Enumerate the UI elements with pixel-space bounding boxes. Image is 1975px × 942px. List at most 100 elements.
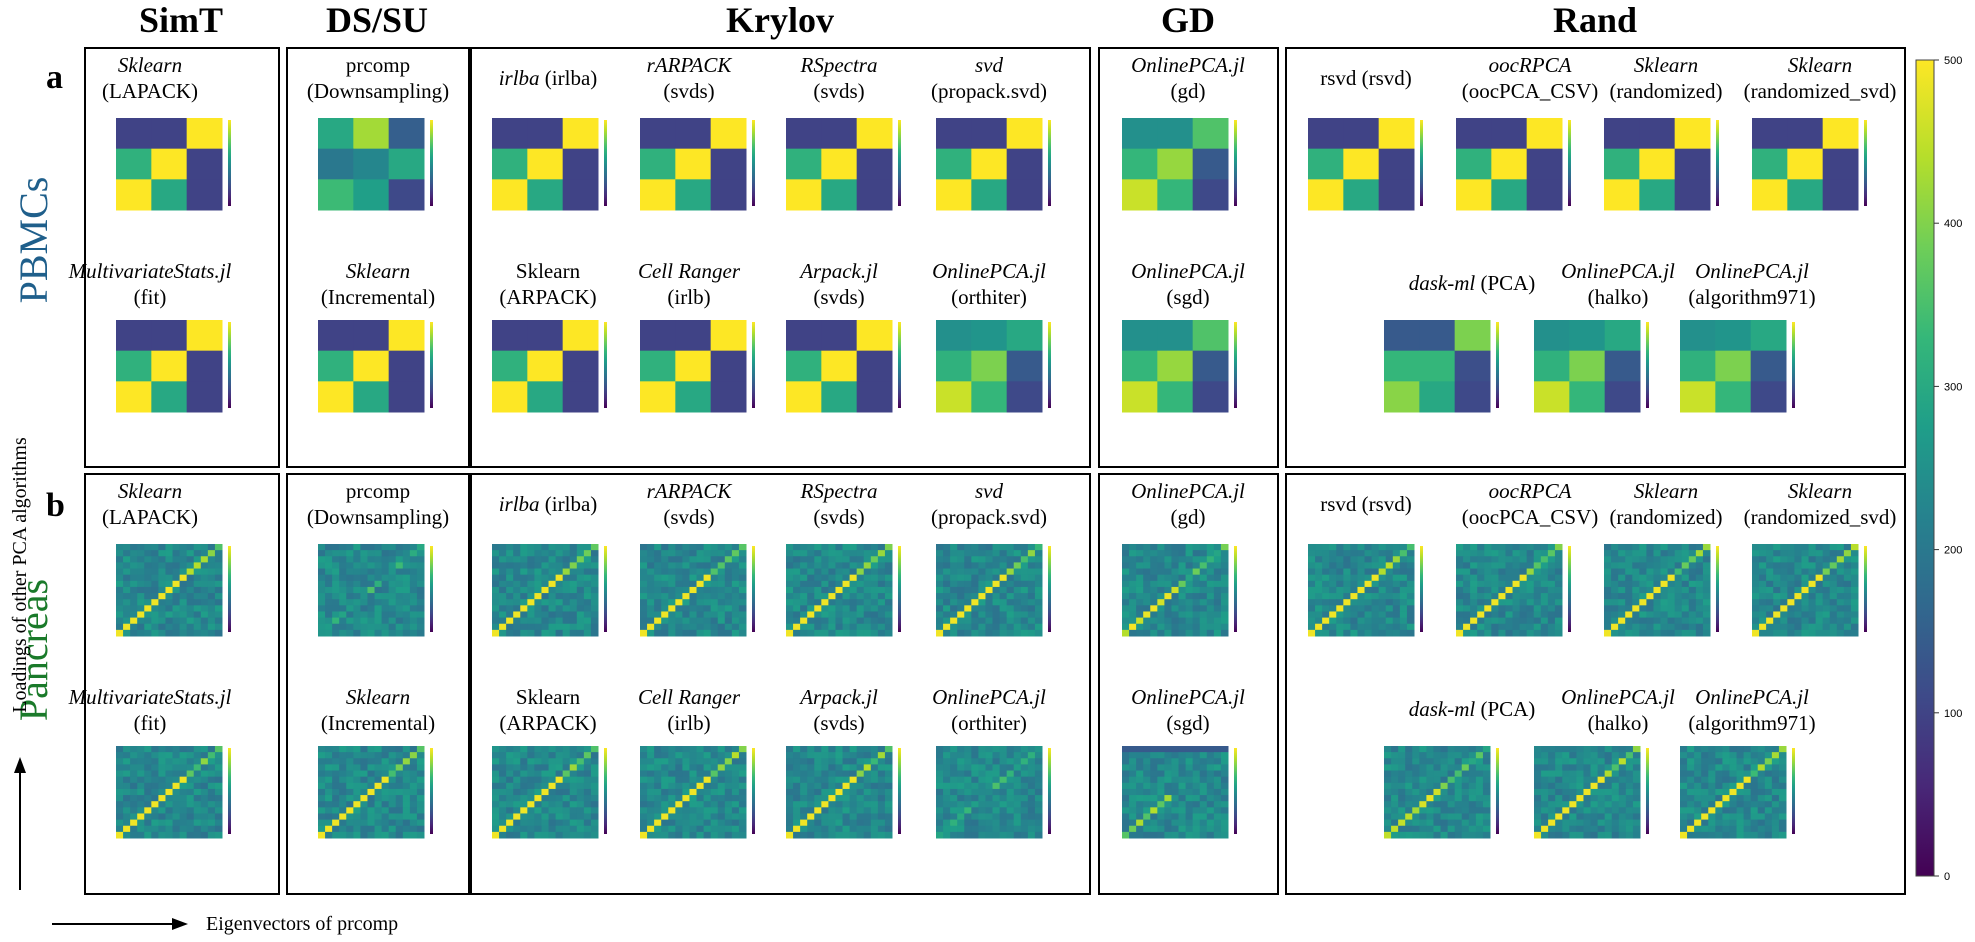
heatmap-cell — [950, 562, 958, 570]
heatmap-cell — [555, 605, 564, 612]
heatmap-cell — [541, 562, 550, 570]
heatmap-cell — [583, 758, 592, 765]
heatmap-cell — [151, 605, 159, 612]
heatmap-cell — [193, 617, 202, 625]
heatmap-cell — [1822, 617, 1831, 625]
heatmap-cell — [158, 831, 166, 839]
heatmap-cell — [1771, 752, 1780, 759]
heatmap-cell — [1405, 764, 1413, 772]
heatmap-cell — [1157, 782, 1165, 790]
heatmap-cell — [200, 623, 209, 631]
heatmap-cell — [193, 807, 202, 814]
heatmap-cell — [964, 746, 972, 753]
mini-colorbar — [1792, 322, 1795, 408]
heatmap-cell — [957, 819, 965, 827]
heatmap-cell — [332, 556, 340, 563]
heatmap-cell — [137, 562, 145, 570]
heatmap-cell — [957, 611, 965, 619]
heatmap-cell — [1412, 807, 1420, 814]
heatmap-cell — [1547, 586, 1556, 594]
heatmap-cell — [793, 825, 801, 833]
heatmap-cell — [1129, 831, 1137, 839]
heatmap-cell — [1519, 574, 1528, 582]
heatmap-cell — [214, 776, 223, 784]
heatmap-cell — [675, 831, 683, 839]
heatmap-cell — [1378, 586, 1387, 594]
heatmap-cell — [1526, 629, 1535, 637]
heatmap-cell — [703, 801, 712, 808]
heatmap-cell — [1034, 746, 1043, 753]
heatmap-cell — [1618, 611, 1626, 619]
heatmap-cell — [1533, 593, 1542, 600]
heatmap-cell — [724, 764, 733, 772]
heatmap-cell — [1129, 562, 1137, 570]
heatmap-cell — [724, 776, 733, 784]
heatmap-cell — [1171, 556, 1180, 563]
heatmap-cell — [1843, 611, 1852, 619]
heatmap-cell — [165, 831, 174, 839]
heatmap-cell — [724, 544, 733, 551]
heatmap-cell — [179, 580, 188, 588]
heatmap-cell — [999, 556, 1008, 563]
heatmap-cell — [1787, 586, 1795, 594]
heatmap-cell — [1185, 813, 1194, 821]
heatmap-cell — [849, 770, 858, 778]
heatmap-cell — [884, 746, 893, 753]
heatmap-cell — [1533, 599, 1542, 606]
heatmap-cell — [1639, 544, 1647, 551]
heatmap-cell — [1171, 782, 1180, 790]
heatmap-cell — [1013, 544, 1022, 551]
heatmap-cell — [367, 550, 376, 557]
algo-name: Arpack.jl — [800, 685, 878, 709]
heatmap-cell — [1315, 611, 1323, 619]
heatmap-cell — [151, 544, 159, 551]
heatmap-cell — [828, 807, 836, 814]
heatmap-cell — [1178, 593, 1187, 600]
heatmap-cell — [710, 617, 719, 625]
algo-function: (orthiter) — [951, 285, 1027, 309]
heatmap-cell — [654, 746, 662, 753]
heatmap-cell — [731, 752, 740, 759]
heatmap-cell — [1548, 813, 1556, 821]
heatmap-cell — [416, 788, 425, 796]
heatmap-cell — [339, 770, 347, 778]
heatmap-cell — [576, 752, 585, 759]
heatmap-cell — [1350, 550, 1358, 557]
heatmap-cell — [416, 556, 425, 563]
heatmap-cell — [388, 574, 397, 582]
heatmap-cell — [416, 782, 425, 790]
heatmap-cell — [1534, 807, 1542, 814]
heatmap-cell — [1787, 568, 1795, 576]
heatmap-cell — [661, 788, 669, 796]
heatmap-cell — [992, 580, 1001, 588]
heatmap-cell — [179, 764, 188, 772]
mini-colorbar — [604, 322, 607, 408]
heatmap-cell — [1440, 764, 1449, 772]
heatmap-cell — [325, 813, 333, 821]
heatmap-cell — [1308, 593, 1316, 600]
heatmap-cell — [856, 629, 865, 637]
heatmap-cell — [1006, 807, 1015, 814]
heatmap-cell — [985, 617, 994, 625]
heatmap-cell — [402, 574, 411, 582]
heatmap-cell — [1157, 770, 1165, 778]
heatmap-cell — [835, 574, 844, 582]
heatmap-cell — [499, 764, 507, 772]
heatmap-cell — [992, 764, 1001, 772]
mini-colorbar — [604, 120, 607, 206]
heatmap-cell — [849, 623, 858, 631]
heatmap-cell — [513, 556, 521, 563]
heatmap-cell — [999, 623, 1008, 631]
heatmap-cell — [165, 617, 174, 625]
heatmap-cell — [1498, 605, 1506, 612]
heatmap-cell — [569, 623, 578, 631]
heatmap-b-8 — [492, 746, 607, 839]
heatmap-cell — [950, 580, 958, 588]
heatmap-cell — [1519, 593, 1528, 600]
heatmap-cell — [1178, 605, 1187, 612]
heatmap-cell — [1687, 764, 1695, 772]
heatmap-cell — [1192, 746, 1201, 753]
heatmap-cell — [971, 611, 979, 619]
mini-colorbar — [1496, 322, 1499, 408]
heatmap-cell — [884, 764, 893, 772]
